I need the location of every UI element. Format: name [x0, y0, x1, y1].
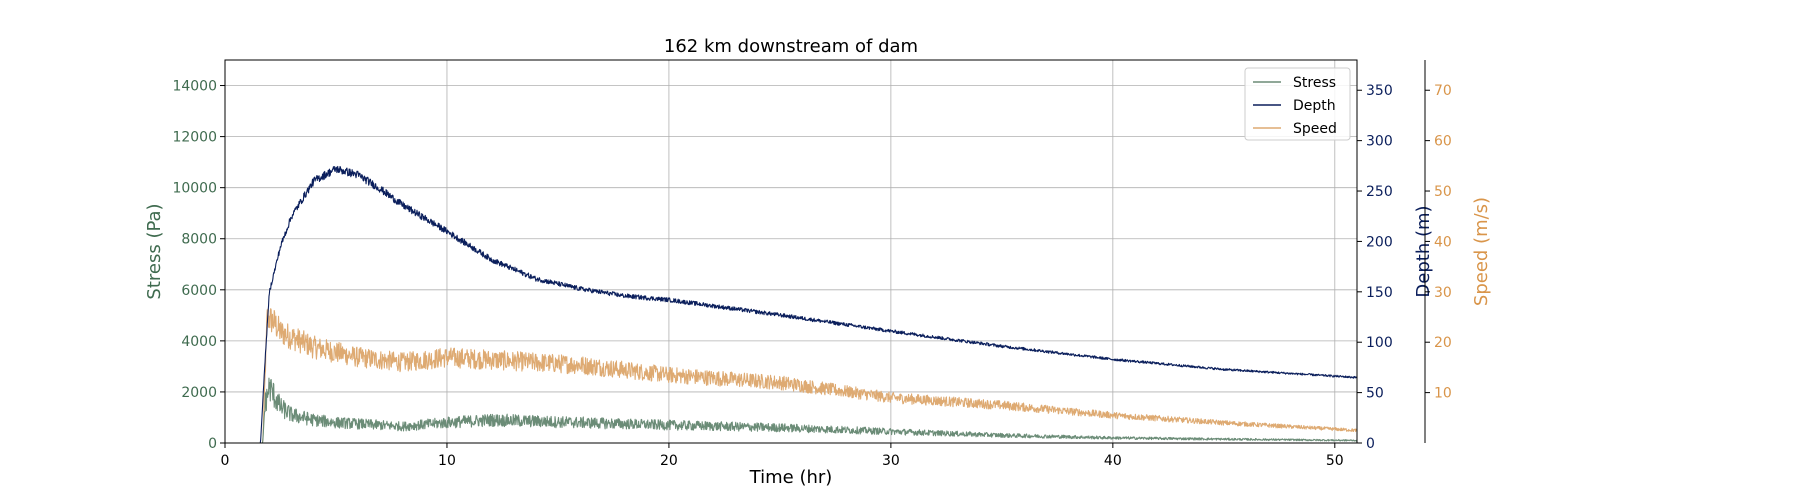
stress-tick-label: 10000 [172, 181, 217, 197]
legend-label-depth: Depth [1293, 98, 1336, 114]
stress-tick-label: 4000 [181, 334, 217, 350]
depth-tick-label: 250 [1366, 184, 1393, 200]
depth-tick-label: 300 [1366, 134, 1393, 150]
depth-tick-label: 350 [1366, 83, 1393, 99]
axes-layer: 0 10 20 30 40 5002000400060008000100001200014… [144, 60, 1492, 469]
depth-tick-label: 0 [1366, 436, 1375, 452]
depth-axis-label: Depth (m) [1413, 205, 1434, 297]
speed-axis-label: Speed (m/s) [1471, 197, 1492, 306]
stress-tick-label: 2000 [181, 385, 217, 401]
legend-label-speed: Speed [1293, 121, 1337, 137]
plot-frame [224, 59, 1358, 444]
chart-title: 162 km downstream of dam [664, 36, 918, 57]
x-tick-label: 30 [882, 453, 900, 469]
stress-axis-label: Stress (Pa) [144, 203, 165, 299]
x-axis-label: Time (hr) [749, 467, 833, 488]
series-line-stress [224, 377, 1358, 444]
stress-tick-label: 0 [208, 436, 217, 452]
speed-tick-label: 10 [1434, 386, 1452, 402]
speed-tick-label: 70 [1434, 83, 1452, 99]
series-line-depth [224, 165, 1358, 444]
speed-tick-label: 20 [1434, 335, 1452, 351]
series-line-speed [224, 308, 1358, 444]
speed-tick-label: 40 [1434, 234, 1452, 250]
speed-tick-label: 50 [1434, 184, 1452, 200]
x-tick-label: 50 [1326, 453, 1344, 469]
legend: Stress Depth Speed [1244, 67, 1351, 141]
stress-tick-label: 14000 [172, 79, 217, 95]
x-tick-label: 40 [1104, 453, 1122, 469]
speed-tick-label: 30 [1434, 285, 1452, 301]
x-tick-label: 20 [660, 453, 678, 469]
depth-tick-label: 100 [1366, 335, 1393, 351]
series-layer [224, 165, 1358, 444]
x-tick-label: 0 [221, 453, 230, 469]
x-tick-label: 10 [438, 453, 456, 469]
stress-tick-label: 12000 [172, 130, 217, 146]
legend-box [1244, 67, 1351, 141]
depth-tick-label: 200 [1366, 234, 1393, 250]
stress-tick-label: 8000 [181, 232, 217, 248]
legend-label-stress: Stress [1293, 75, 1336, 91]
speed-tick-label: 60 [1434, 134, 1452, 150]
depth-tick-label: 150 [1366, 285, 1393, 301]
stress-tick-label: 6000 [181, 283, 217, 299]
depth-tick-label: 50 [1366, 386, 1384, 402]
